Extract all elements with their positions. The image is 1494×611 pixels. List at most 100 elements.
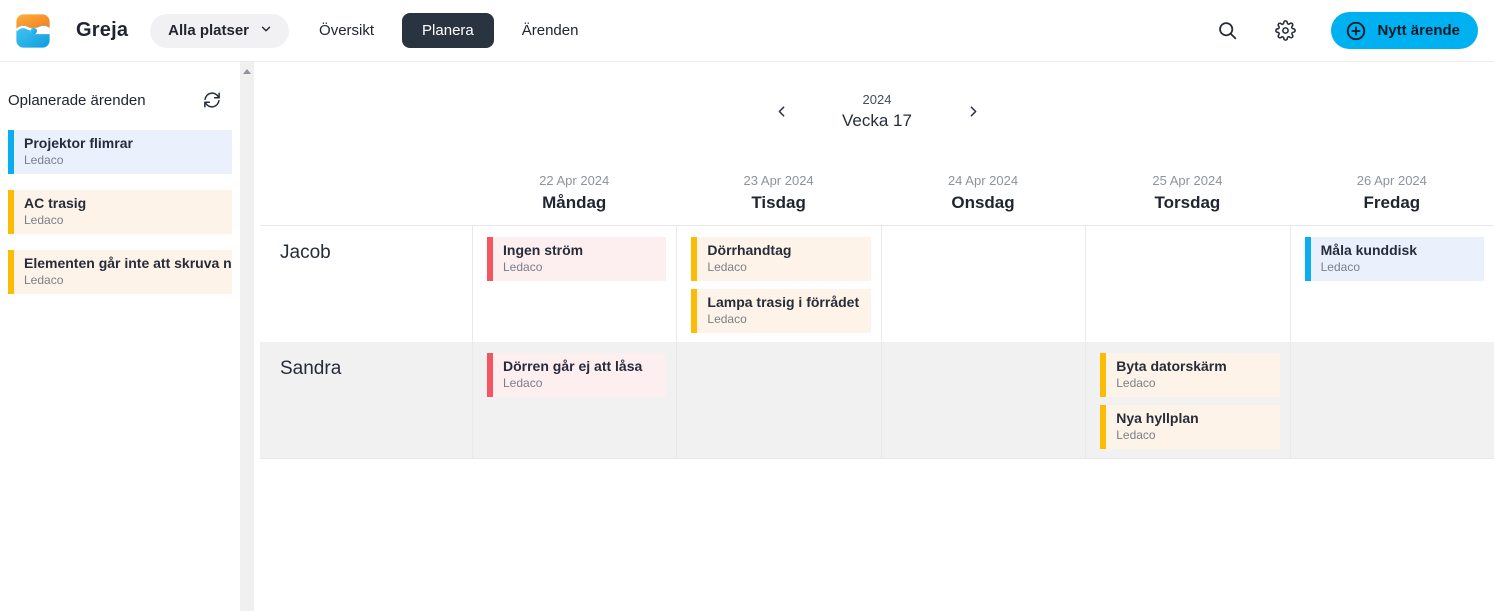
ticket-title: Dörrhandtag [707,242,792,258]
sidebar: Oplanerade ärenden Projektor flimrar Leda… [0,62,240,611]
next-week-button[interactable] [962,101,984,123]
top-bar: Greja Alla platser Översikt Planera Ärende… [0,0,1494,62]
priority-bar [8,130,14,174]
day-date: 24 Apr 2024 [947,173,1019,188]
day-cell[interactable]: Ingen ström Ledaco [472,226,676,342]
ticket-subtitle: Ledaco [24,273,64,287]
ticket-card[interactable]: Elementen går inte att skruva n... Ledaco [8,250,232,294]
ticket-card[interactable]: Dörrhandtag Ledaco [691,237,871,281]
day-cell[interactable] [880,342,1085,458]
prev-week-button[interactable] [770,101,792,123]
ticket-subtitle: Ledaco [707,312,747,326]
ticket-title: Elementen går inte att skruva n... [24,255,232,271]
priority-bar [691,237,698,281]
sidebar-header: Oplanerade ärenden [8,90,232,110]
ticket-subtitle: Ledaco [503,376,543,390]
sidebar-title: Oplanerade ärenden [8,91,146,109]
day-name: Onsdag [951,193,1015,212]
ticket-title: Måla kunddisk [1320,242,1418,258]
ticket-card[interactable]: Byta datorskärm Ledaco [1100,353,1280,397]
day-header: 25 Apr 2024 Torsdag [1085,173,1289,213]
ticket-subtitle: Ledaco [503,260,543,274]
ticket-card[interactable]: Dörren går ej att låsa Ledaco [487,353,667,397]
priority-bar [8,190,14,234]
refresh-icon[interactable] [202,90,222,110]
ticket-card[interactable]: Nya hyllplan Ledaco [1100,405,1280,449]
day-cell[interactable]: Byta datorskärm Ledaco Nya hyllplan Ledaco [1085,342,1289,458]
tab-arenden[interactable]: Ärenden [520,13,581,48]
ticket-card-body: Projektor flimrar Ledaco [14,130,143,174]
ticket-card-body: Dörrhandtag Ledaco [697,237,801,281]
location-selector-label: Alla platser [168,22,250,39]
ticket-card[interactable]: AC trasig Ledaco [8,190,232,234]
ticket-card[interactable]: Projektor flimrar Ledaco [8,130,232,174]
ticket-title: AC trasig [24,195,87,211]
ticket-card[interactable]: Ingen ström Ledaco [487,237,667,281]
day-cell[interactable]: Dörrhandtag Ledaco Lampa trasig i förrådet… [676,226,880,342]
ticket-subtitle: Ledaco [24,213,64,227]
ticket-title: Dörren går ej att låsa [503,358,643,374]
day-date: 22 Apr 2024 [539,173,610,188]
person-name: Jacob [280,242,331,263]
day-header: 26 Apr 2024 Fredag [1290,173,1494,213]
week-label: 2024 Vecka 17 [832,92,922,131]
priority-bar [487,353,493,397]
chevron-down-icon [259,22,273,40]
ticket-card-body: Dörren går ej att låsa Ledaco [493,353,652,397]
day-header: 24 Apr 2024 Onsdag [881,173,1085,213]
brand-name: Greja [76,19,129,41]
priority-bar [487,237,493,281]
app-body: Oplanerade ärenden Projektor flimrar Leda… [0,62,1494,611]
new-ticket-button-label: Nytt ärende [1377,22,1460,39]
app-logo-icon [14,12,52,50]
new-ticket-button[interactable]: Nytt ärende [1331,12,1478,49]
day-header-spacer [260,173,472,213]
main-nav: Översikt Planera Ärenden [317,13,580,48]
ticket-subtitle: Ledaco [1116,376,1156,390]
ticket-subtitle: Ledaco [1116,428,1156,442]
person-name: Sandra [280,358,342,379]
week-number: Vecka 17 [842,111,912,130]
day-name: Fredag [1363,193,1421,212]
ticket-card-body: Ingen ström Ledaco [493,237,593,281]
ticket-subtitle: Ledaco [707,260,747,274]
priority-bar [1100,353,1107,397]
ticket-card-body: Lampa trasig i förrådet Ledaco [697,289,869,333]
priority-bar [8,250,14,294]
planner-grid: Jacob Ingen ström Ledaco Dörrhandtag Ledaco L… [260,225,1494,459]
search-icon[interactable] [1215,19,1239,43]
day-header-row: 22 Apr 2024 Måndag 23 Apr 2024 Tisdag 24 Apr… [260,173,1494,225]
day-cell[interactable] [880,226,1085,342]
ticket-card-body: Nya hyllplan Ledaco [1106,405,1208,449]
header-actions: Nytt ärende [1215,12,1478,49]
day-name: Tisdag [751,193,806,212]
day-cell[interactable] [676,342,880,458]
tab-oversikt[interactable]: Översikt [317,13,376,48]
gear-icon[interactable] [1273,19,1297,43]
ticket-subtitle: Ledaco [24,153,64,167]
person-row: Jacob Ingen ström Ledaco Dörrhandtag Ledaco L… [260,226,1494,342]
ticket-title: Ingen ström [503,242,584,258]
ticket-card[interactable]: Lampa trasig i förrådet Ledaco [691,289,871,333]
week-navigation: 2024 Vecka 17 [260,92,1494,131]
person-row: Sandra Dörren går ej att låsa Ledaco Byta d… [260,342,1494,458]
scroll-up-arrow-icon [243,69,251,74]
day-cell[interactable]: Måla kunddisk Ledaco [1289,226,1494,342]
ticket-subtitle: Ledaco [1320,260,1360,274]
day-date: 25 Apr 2024 [1152,173,1223,188]
priority-bar [691,289,698,333]
ticket-title: Lampa trasig i förrådet [707,294,860,310]
day-cell[interactable] [1085,226,1289,342]
sidebar-scrollbar[interactable] [240,62,254,611]
ticket-card[interactable]: Måla kunddisk Ledaco [1304,237,1485,281]
priority-bar [1100,405,1107,449]
ticket-title: Projektor flimrar [24,135,133,151]
week-year: 2024 [862,92,892,107]
day-cell[interactable]: Dörren går ej att låsa Ledaco [472,342,676,458]
day-name: Måndag [542,193,607,212]
day-cell[interactable] [1289,342,1494,458]
location-selector[interactable]: Alla platser [150,13,290,48]
priority-bar [1304,237,1311,281]
ticket-title: Nya hyllplan [1116,410,1199,426]
tab-planera[interactable]: Planera [402,13,494,48]
